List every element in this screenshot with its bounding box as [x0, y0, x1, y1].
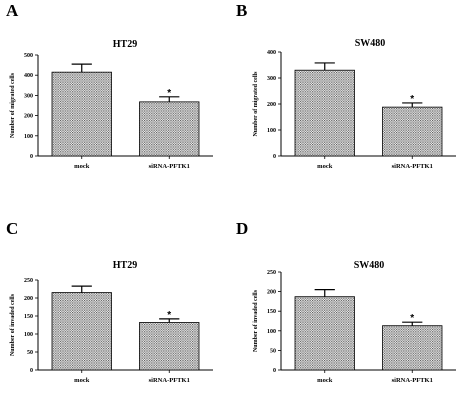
- x-tick-label: siRNA-PFTK1: [392, 377, 433, 384]
- bar-mock: [294, 69, 355, 157]
- y-tick-label: 100: [267, 329, 276, 335]
- panel-letter: A: [6, 1, 19, 20]
- x-tick-label: mock: [317, 163, 333, 170]
- significance-star: *: [410, 313, 414, 324]
- y-tick-label: 250: [267, 270, 276, 276]
- panel-c: C HT29 0 50 100 150 200 250 Number of invaded ce…: [6, 219, 213, 384]
- y-tick-label: 200: [267, 290, 276, 296]
- y-tick-label: 0: [30, 368, 33, 374]
- panel-title: SW480: [354, 260, 385, 271]
- x-tick-label: mock: [74, 377, 90, 384]
- bar-sirna-pftk1: [139, 322, 200, 371]
- y-tick-label: 50: [270, 348, 276, 354]
- panel-b: B SW480 0 100 200 300 400 Number of migrated ce…: [236, 1, 456, 170]
- panel-title: HT29: [113, 39, 137, 50]
- y-tick-label: 50: [27, 350, 33, 356]
- y-tick-label: 0: [273, 154, 276, 160]
- panel-title: SW480: [355, 38, 386, 49]
- y-tick-label: 400: [24, 73, 33, 79]
- bar-sirna-pftk1: [139, 101, 200, 157]
- y-axis-title: Number of invaded cells: [10, 293, 16, 356]
- x-tick-label: mock: [317, 377, 333, 384]
- significance-star: *: [167, 310, 171, 321]
- x-tick-label: mock: [74, 163, 90, 170]
- panel-title: HT29: [113, 260, 137, 271]
- x-tick-label: siRNA-PFTK1: [149, 377, 190, 384]
- y-tick-label: 300: [24, 93, 33, 99]
- y-tick-label: 200: [24, 296, 33, 302]
- significance-star: *: [167, 88, 171, 99]
- x-tick-label: siRNA-PFTK1: [149, 163, 190, 170]
- bar-mock: [51, 71, 112, 157]
- bar-sirna-pftk1: [382, 106, 443, 157]
- panel-letter: B: [236, 1, 247, 20]
- y-tick-label: 100: [24, 134, 33, 140]
- panel-a: A HT29 0 100 200 300 400 500 Number of migrated …: [6, 1, 213, 170]
- y-tick-label: 150: [24, 314, 33, 320]
- significance-star: *: [410, 94, 414, 105]
- y-tick-label: 150: [267, 309, 276, 315]
- y-tick-label: 500: [24, 53, 33, 59]
- y-axis-title: Number of invaded cells: [253, 289, 259, 352]
- y-tick-label: 250: [24, 278, 33, 284]
- panel-d: D SW480 0 50 100 150 200 250 Number of invaded c…: [236, 219, 456, 384]
- y-tick-label: 100: [24, 332, 33, 338]
- panel-letter: C: [6, 219, 18, 238]
- y-tick-label: 200: [24, 114, 33, 120]
- bar-sirna-pftk1: [382, 325, 443, 371]
- y-tick-label: 300: [267, 76, 276, 82]
- y-tick-label: 0: [30, 154, 33, 160]
- y-axis-title: Number of migrated cells: [10, 72, 16, 138]
- x-tick-label: siRNA-PFTK1: [392, 163, 433, 170]
- y-tick-label: 200: [267, 102, 276, 108]
- bar-mock: [294, 296, 355, 371]
- y-axis-title: Number of migrated cells: [253, 71, 259, 137]
- y-tick-label: 100: [267, 128, 276, 134]
- bar-mock: [51, 292, 112, 371]
- y-tick-label: 0: [273, 368, 276, 374]
- y-tick-label: 400: [267, 50, 276, 56]
- panel-letter: D: [236, 219, 248, 238]
